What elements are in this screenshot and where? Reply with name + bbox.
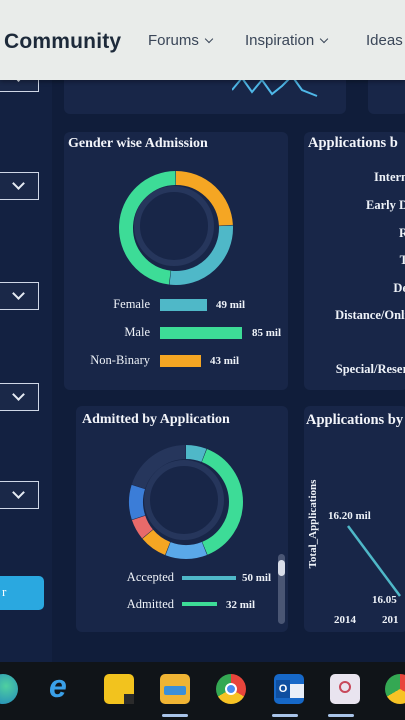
top-line-sparkline — [232, 74, 318, 97]
admitted-value: 32 mil — [226, 599, 256, 611]
teams-active-indicator — [328, 714, 354, 717]
row-label-2: Early D — [365, 198, 405, 212]
chrome-icon-2[interactable] — [385, 674, 405, 704]
filter-dropdown-5[interactable] — [0, 481, 39, 509]
teams-icon[interactable] — [330, 674, 360, 704]
y-axis-label: Total_Applications — [307, 479, 319, 569]
seg-5 — [131, 515, 154, 539]
applications-by-year-title: Applications by — [306, 412, 404, 428]
file-explorer-icon[interactable] — [160, 674, 190, 704]
seg-7 — [131, 445, 186, 490]
female-label: Female — [113, 297, 150, 311]
point-label-1: 16.20 mil — [328, 510, 371, 522]
male-bar — [160, 327, 242, 339]
non-binary-slice — [175, 171, 233, 226]
male-slice — [119, 171, 176, 285]
chevron-down-icon — [204, 34, 214, 44]
nav-forums-label: Forums — [148, 32, 199, 49]
non-binary-bar — [160, 355, 202, 367]
filter-dropdown-2[interactable] — [0, 172, 39, 200]
male-label: Male — [124, 325, 150, 339]
accepted-bar — [182, 576, 236, 580]
chrome-icon[interactable] — [216, 674, 246, 704]
apply-button[interactable]: r — [0, 576, 44, 610]
female-slice — [169, 225, 233, 285]
admitted-by-application-panel: Admitted by Application Accepted 50 mil … — [76, 406, 288, 632]
non-binary-value: 43 mil — [210, 355, 240, 367]
chevron-down-icon — [319, 34, 329, 44]
nav-ideas[interactable]: Ideas — [366, 32, 403, 49]
accepted-value: 50 mil — [242, 572, 272, 584]
seg-3 — [165, 541, 207, 559]
gender-admission-panel: Gender wise Admission Female 49 mil Male… — [64, 132, 288, 390]
chevron-down-icon — [12, 287, 25, 300]
nav-forums[interactable]: Forums — [148, 32, 214, 49]
applications-line — [346, 525, 402, 597]
row-label-3: R — [398, 226, 405, 240]
non-binary-label: Non-Binary — [90, 353, 150, 367]
row-label-4: T — [399, 253, 405, 267]
point-label-2: 16.05 — [372, 594, 397, 606]
filter-strip — [0, 80, 52, 662]
filter-dropdown-4[interactable] — [0, 383, 39, 411]
legend-scrollbar-thumb[interactable] — [278, 560, 285, 576]
row-label-7: Special/Reser — [335, 362, 405, 376]
admitted-donut-chart — [129, 445, 243, 559]
applications-line-chart — [346, 525, 402, 597]
dashboard-canvas: r Gender wise Admission Female 49 mil Ma… — [0, 68, 405, 662]
top-navigation: Community Forums Inspiration Ideas — [0, 0, 405, 80]
gender-admission-title: Gender wise Admission — [68, 136, 208, 151]
windows-taskbar: e O — [0, 662, 405, 720]
donut-inner-ring — [134, 186, 214, 266]
chevron-down-icon — [12, 388, 25, 401]
x-tick-2014: 2014 — [334, 614, 356, 626]
chevron-down-icon — [12, 486, 25, 499]
row-label-5: De — [393, 281, 405, 295]
nav-ideas-label: Ideas — [366, 32, 403, 49]
filter-dropdown-3[interactable] — [0, 282, 39, 310]
seg-2 — [201, 449, 243, 555]
seg-4 — [142, 529, 171, 555]
sticky-notes-icon[interactable] — [104, 674, 134, 704]
seg-6 — [129, 484, 146, 520]
female-value: 49 mil — [216, 299, 246, 311]
seg-1 — [185, 445, 207, 462]
file-explorer-active-indicator — [162, 714, 188, 717]
legend-scrollbar[interactable] — [278, 554, 285, 624]
admitted-by-application-title: Admitted by Application — [82, 412, 230, 427]
donut-inner-ring — [144, 460, 224, 540]
applications-by-type-title: Applications b — [308, 135, 398, 151]
row-label-1: Intern — [373, 170, 405, 184]
female-bar — [160, 299, 208, 311]
x-tick-2015: 201 — [382, 614, 399, 626]
admitted-label: Admitted — [126, 597, 174, 611]
applications-by-type-panel: Applications b Intern Early D R T De Dis… — [304, 132, 405, 390]
gender-donut-chart — [119, 171, 233, 285]
nav-inspiration-label: Inspiration — [245, 32, 315, 49]
row-label-6: Distance/Onli — [335, 308, 405, 322]
outlook-active-indicator — [272, 714, 298, 717]
outlook-icon[interactable]: O — [274, 674, 304, 704]
internet-explorer-icon[interactable]: e — [49, 668, 67, 704]
apply-button-label: r — [2, 584, 7, 599]
accepted-label: Accepted — [126, 570, 174, 584]
chevron-down-icon — [12, 177, 25, 190]
admitted-bar — [182, 602, 217, 606]
edge-icon[interactable] — [0, 674, 18, 704]
nav-inspiration[interactable]: Inspiration — [245, 32, 329, 49]
applications-by-year-panel: Applications by Total_Applications 16.20… — [304, 406, 405, 632]
community-brand[interactable]: Community — [4, 30, 122, 53]
male-value: 85 mil — [252, 327, 282, 339]
